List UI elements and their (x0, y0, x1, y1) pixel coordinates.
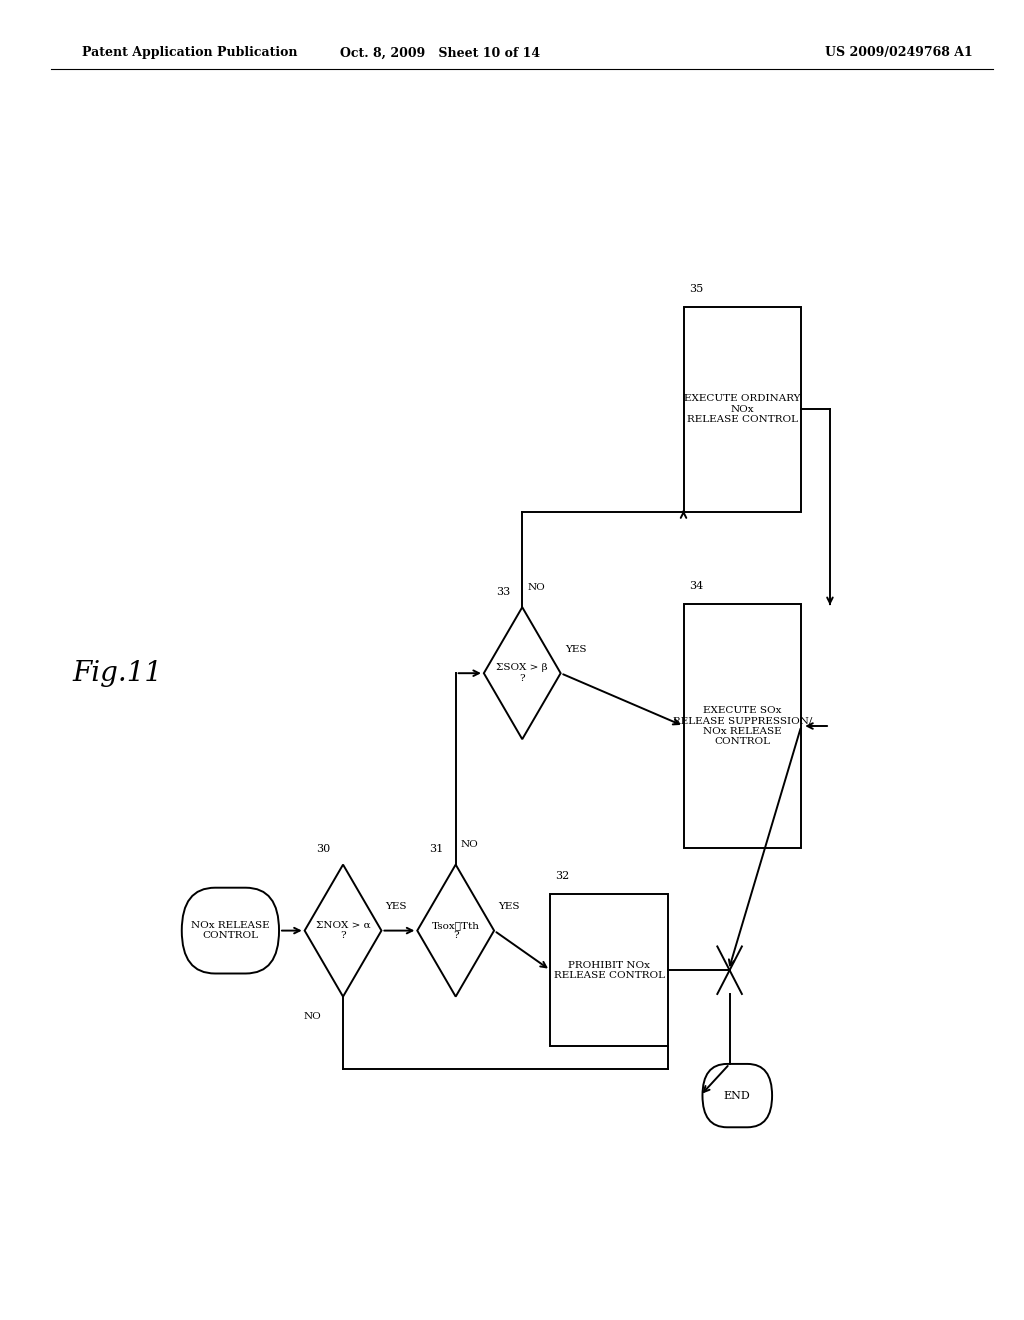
Text: Tsox≧Tth
?: Tsox≧Tth ? (432, 921, 479, 940)
Text: 31: 31 (429, 843, 443, 854)
Text: YES: YES (498, 903, 519, 911)
FancyBboxPatch shape (551, 895, 668, 1045)
Text: Fig.11: Fig.11 (73, 660, 163, 686)
FancyBboxPatch shape (702, 1064, 772, 1127)
Text: US 2009/0249768 A1: US 2009/0249768 A1 (825, 46, 973, 59)
Text: NO: NO (303, 1012, 322, 1022)
Text: 34: 34 (688, 581, 702, 591)
Text: NOx RELEASE
CONTROL: NOx RELEASE CONTROL (191, 921, 269, 940)
Text: END: END (724, 1090, 751, 1101)
Text: 32: 32 (555, 871, 569, 882)
Text: YES: YES (385, 903, 407, 911)
Text: YES: YES (565, 645, 586, 653)
Polygon shape (305, 865, 381, 997)
Text: 30: 30 (316, 843, 331, 854)
FancyBboxPatch shape (684, 605, 801, 847)
Text: ΣNOX > α
?: ΣNOX > α ? (315, 921, 371, 940)
FancyBboxPatch shape (182, 888, 279, 974)
Text: EXECUTE SOx
RELEASE SUPPRESSION/
NOx RELEASE
CONTROL: EXECUTE SOx RELEASE SUPPRESSION/ NOx REL… (673, 706, 812, 746)
FancyBboxPatch shape (684, 308, 801, 512)
Text: Oct. 8, 2009   Sheet 10 of 14: Oct. 8, 2009 Sheet 10 of 14 (340, 46, 541, 59)
Text: EXECUTE ORDINARY
NOx
RELEASE CONTROL: EXECUTE ORDINARY NOx RELEASE CONTROL (684, 395, 801, 424)
Text: PROHIBIT NOx
RELEASE CONTROL: PROHIBIT NOx RELEASE CONTROL (554, 961, 665, 979)
Polygon shape (484, 607, 561, 739)
Polygon shape (418, 865, 494, 997)
Text: NO: NO (527, 583, 545, 591)
Text: Patent Application Publication: Patent Application Publication (82, 46, 297, 59)
Text: NO: NO (461, 841, 478, 849)
Text: 35: 35 (688, 284, 702, 294)
Text: ΣSOX > β
?: ΣSOX > β ? (497, 664, 548, 682)
Text: 33: 33 (496, 586, 510, 597)
